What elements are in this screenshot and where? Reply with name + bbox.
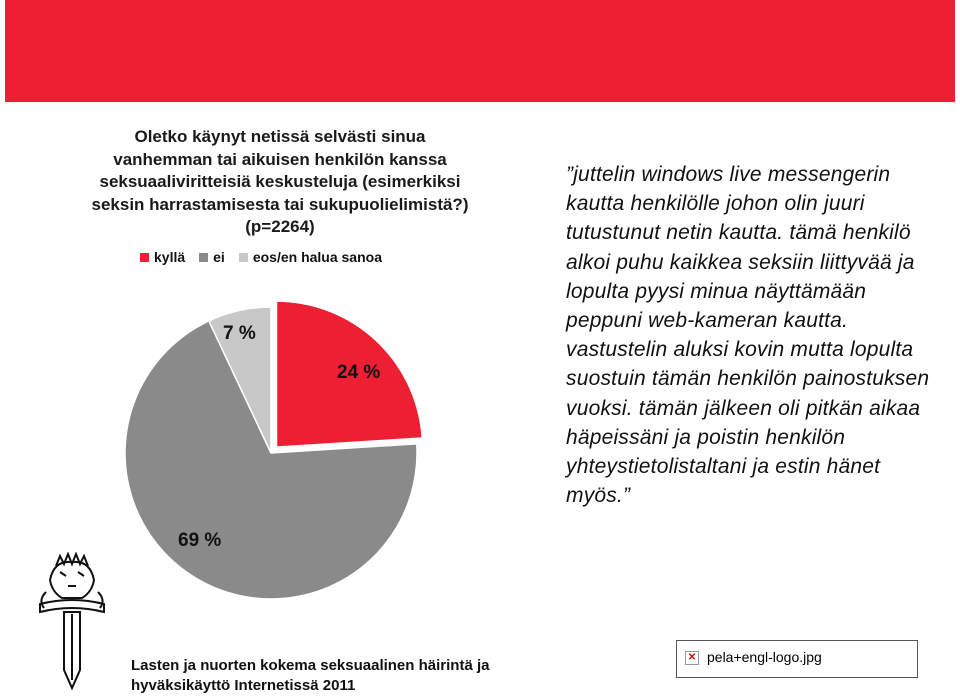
footer-text: Lasten ja nuorten kokema seksuaalinen hä… [131, 656, 551, 696]
data-label-ei: 69 % [178, 530, 221, 551]
legend-item-eos: eos/en halua sanoa [238, 249, 382, 265]
legend-item-kylla: kyllä [140, 249, 185, 265]
legend-swatch-ei [199, 252, 209, 262]
pie-slice-eos [207, 306, 272, 454]
pie-slice-ei [124, 319, 418, 600]
broken-image-icon: ✕ [685, 651, 699, 665]
footer-line-2: hyväksikäyttö Internetissä 2011 [131, 677, 356, 694]
chart-legend: kyllä ei eos/en halua sanoa [140, 249, 382, 265]
pie-slices [124, 300, 423, 600]
data-label-eos: 7 % [223, 323, 256, 344]
legend-label-ei: ei [213, 249, 225, 265]
pie-slice-kylla [275, 300, 423, 448]
legend-item-ei: ei [199, 249, 225, 265]
top-banner [5, 0, 955, 102]
broken-logo-image: ✕ pela+engl-logo.jpg [676, 640, 918, 678]
legend-swatch-eos [238, 252, 248, 262]
testimonial-quote: ”juttelin windows live messengerin kautt… [566, 163, 930, 508]
police-lion-sword-emblem-icon [39, 552, 105, 691]
legend-swatch-kylla [140, 252, 149, 262]
legend-label-eos: eos/en halua sanoa [252, 249, 382, 265]
data-label-kylla: 24 % [337, 362, 380, 383]
legend-label-kylla: kyllä [154, 249, 186, 265]
broken-image-alt-text: pela+engl-logo.jpg [707, 649, 822, 665]
chart-title: Oletko käynyt netissä selvästi sinua van… [91, 127, 469, 236]
footer-line-1: Lasten ja nuorten kokema seksuaalinen hä… [131, 657, 490, 674]
